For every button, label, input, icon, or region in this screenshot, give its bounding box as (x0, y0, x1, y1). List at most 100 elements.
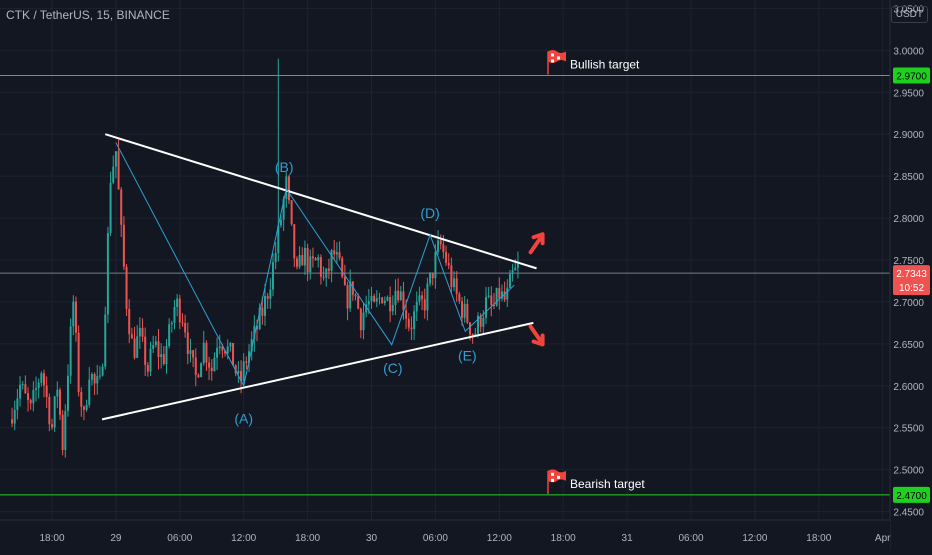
candle-body (261, 307, 264, 316)
target-levels (0, 74, 890, 496)
candle-body (64, 410, 67, 450)
candle-body (338, 252, 341, 259)
candle-body (442, 244, 445, 253)
candle-body (349, 281, 352, 309)
x-tick-label: 30 (366, 533, 378, 544)
candle-body (232, 342, 235, 366)
candle-body (386, 297, 389, 301)
candle-body (421, 295, 424, 300)
candle-body (495, 288, 498, 306)
candle-body (189, 350, 192, 354)
candle-body (194, 357, 197, 375)
candle-body (125, 266, 128, 309)
candle-body (423, 299, 426, 311)
candle-body (426, 283, 429, 311)
candle-body (314, 258, 317, 261)
candle-body (51, 424, 53, 428)
wave-label: (A) (234, 411, 253, 427)
trendline-lower (101, 321, 534, 421)
candle-body (431, 272, 434, 279)
candle-body (453, 278, 456, 288)
time-axis[interactable] (0, 520, 890, 550)
candlesticks (11, 58, 519, 458)
flag-check (557, 56, 560, 60)
candle-body (16, 398, 19, 410)
candle-body (40, 373, 43, 383)
candle-body (258, 307, 261, 330)
candle-body (293, 224, 296, 259)
candle-body (114, 151, 117, 167)
candle-body (146, 364, 149, 372)
candle-body (53, 396, 56, 428)
candle-body (136, 336, 139, 358)
wave-label: (E) (458, 348, 477, 364)
candle-body (245, 361, 248, 363)
candle-body (373, 295, 376, 302)
candle-body (130, 334, 133, 339)
candle-body (66, 375, 69, 411)
candle-body (341, 258, 344, 277)
candle-body (221, 346, 224, 351)
candle-body (253, 325, 256, 340)
candle-body (298, 255, 301, 267)
x-tick-label: 06:00 (167, 533, 192, 544)
candle-body (461, 301, 464, 318)
flag-check (557, 475, 560, 479)
candle-body (88, 379, 91, 405)
candle-body (160, 354, 163, 357)
candle-body (381, 297, 384, 304)
candle-body (367, 301, 370, 305)
candle-body (306, 247, 309, 273)
y-tick-label: 2.5000 (893, 466, 924, 477)
candle-body (128, 308, 131, 335)
candle-body (69, 326, 72, 376)
candle-body (256, 325, 259, 330)
candle-body (482, 317, 485, 327)
y-tick-label: 2.8000 (893, 214, 924, 225)
candle-body (21, 384, 24, 386)
x-tick-label: 18:00 (551, 533, 576, 544)
candle-body (35, 388, 38, 390)
arrow-down-icon (528, 324, 545, 347)
candle-body (370, 295, 373, 302)
wave-line (115, 142, 515, 388)
candle-body (365, 304, 368, 313)
candle-body (447, 262, 450, 266)
arrow-shaft (528, 324, 542, 342)
candle-body (141, 327, 144, 337)
candle-body (90, 374, 93, 380)
candle-body (429, 272, 432, 284)
candle-body (402, 291, 405, 311)
candle-body (104, 314, 107, 367)
x-tick-label: 06:00 (423, 533, 448, 544)
candle-body (413, 311, 416, 330)
candle-body (226, 346, 229, 354)
currency-button[interactable]: USDT (890, 6, 928, 23)
candle-body (45, 385, 48, 397)
candle-body (357, 296, 360, 309)
candle-body (322, 276, 325, 278)
candle-body (224, 350, 227, 354)
candle-body (317, 257, 320, 261)
candle-body (216, 347, 219, 358)
flag-check (551, 478, 554, 482)
candle-body (514, 267, 517, 271)
candle-body (282, 199, 285, 220)
candle-body (287, 176, 290, 201)
candle-body (266, 295, 269, 299)
candle-body (56, 389, 59, 397)
flag-check (551, 53, 554, 57)
candle-body (301, 255, 304, 266)
candle-body (378, 297, 381, 299)
bearish_target-axis-tag (893, 486, 930, 503)
candle-body (120, 189, 123, 225)
candle-body (19, 384, 22, 399)
candle-body (184, 323, 187, 333)
symbol-title[interactable]: CTK / TetherUS, 15, BINANCE (6, 8, 170, 22)
trendline-upper (104, 133, 537, 270)
candle-body (237, 370, 240, 374)
candle-body (96, 376, 99, 384)
